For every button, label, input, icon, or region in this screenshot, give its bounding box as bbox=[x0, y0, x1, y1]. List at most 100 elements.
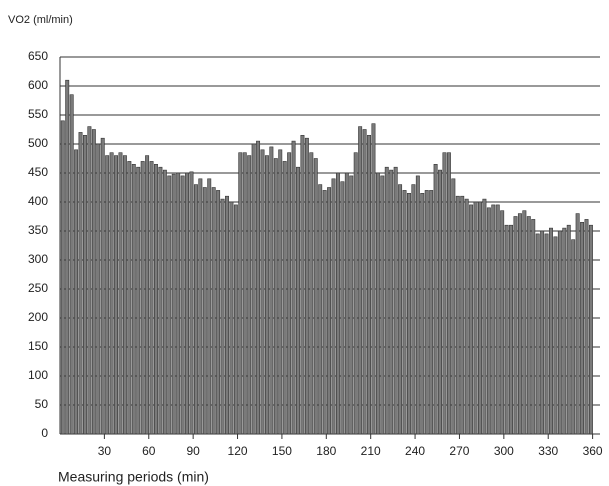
bar bbox=[446, 152, 451, 435]
x-tick-label: 30 bbox=[98, 444, 112, 458]
bar bbox=[278, 149, 283, 435]
bar bbox=[189, 171, 194, 435]
bar bbox=[526, 216, 531, 435]
bar bbox=[264, 155, 269, 435]
bar bbox=[96, 143, 101, 435]
x-tick-label: 240 bbox=[405, 444, 425, 458]
y-tick-label: 600 bbox=[28, 78, 48, 92]
y-tick-label: 100 bbox=[28, 368, 48, 382]
bar bbox=[247, 155, 252, 435]
bar bbox=[74, 149, 79, 435]
bar bbox=[504, 224, 509, 435]
bar bbox=[455, 195, 460, 435]
bar bbox=[438, 169, 442, 435]
bar bbox=[535, 233, 540, 435]
bar bbox=[69, 94, 74, 435]
bar bbox=[83, 135, 87, 435]
bar bbox=[140, 161, 145, 435]
x-tick-label: 330 bbox=[538, 444, 558, 458]
bar bbox=[207, 178, 212, 435]
bar bbox=[327, 187, 332, 435]
y-tick-label: 250 bbox=[28, 281, 48, 295]
bar bbox=[176, 172, 181, 435]
bar bbox=[167, 175, 172, 435]
bar bbox=[225, 195, 229, 435]
bar bbox=[193, 184, 198, 435]
bar bbox=[287, 152, 292, 435]
bar bbox=[149, 161, 154, 435]
y-tick-label: 300 bbox=[28, 252, 48, 266]
bar bbox=[353, 152, 358, 435]
bar bbox=[78, 132, 83, 435]
bar bbox=[105, 155, 110, 435]
bar bbox=[389, 169, 394, 435]
bar bbox=[256, 140, 261, 435]
bar bbox=[242, 152, 247, 435]
bar bbox=[273, 158, 278, 435]
bar bbox=[500, 210, 505, 435]
bar bbox=[238, 152, 243, 435]
bar bbox=[233, 204, 238, 435]
y-tick-label: 500 bbox=[28, 136, 48, 150]
bar bbox=[433, 164, 438, 435]
bar bbox=[318, 184, 323, 435]
bar bbox=[335, 172, 340, 435]
bar bbox=[340, 181, 345, 435]
bar bbox=[588, 224, 593, 435]
x-axis-label: Measuring periods (min) bbox=[58, 469, 209, 485]
bar bbox=[371, 123, 376, 435]
bar bbox=[87, 126, 92, 435]
bar bbox=[211, 187, 216, 435]
bar bbox=[562, 227, 567, 435]
bar bbox=[380, 175, 385, 435]
y-tick-label: 400 bbox=[28, 194, 48, 208]
bar bbox=[309, 152, 314, 435]
y-tick-label: 550 bbox=[28, 107, 48, 121]
bar bbox=[398, 184, 403, 435]
bar bbox=[109, 152, 114, 435]
bar bbox=[460, 195, 465, 435]
bar bbox=[375, 172, 380, 435]
y-tick-label: 200 bbox=[28, 310, 48, 324]
bar bbox=[584, 219, 589, 435]
bar bbox=[464, 198, 469, 435]
bar bbox=[571, 239, 576, 435]
bar bbox=[185, 172, 190, 435]
bar bbox=[367, 135, 371, 435]
bar bbox=[282, 161, 287, 435]
y-axis-label: VO2 (ml/min) bbox=[8, 14, 73, 26]
bar bbox=[216, 190, 221, 435]
bar bbox=[482, 198, 487, 435]
bar bbox=[349, 175, 354, 435]
bar bbox=[358, 126, 363, 435]
bar bbox=[145, 155, 150, 435]
bar bbox=[60, 120, 65, 435]
bar bbox=[260, 149, 265, 435]
bar bbox=[154, 164, 158, 435]
bar bbox=[407, 193, 411, 435]
x-tick-label: 90 bbox=[186, 444, 200, 458]
bar bbox=[313, 158, 318, 435]
bar bbox=[424, 190, 429, 435]
bar bbox=[495, 204, 500, 435]
bar bbox=[509, 224, 514, 435]
bar bbox=[420, 193, 425, 435]
bar bbox=[91, 129, 96, 435]
x-tick-label: 360 bbox=[583, 444, 603, 458]
bar bbox=[162, 169, 167, 435]
x-tick-label: 180 bbox=[316, 444, 336, 458]
bar bbox=[517, 213, 522, 435]
bar bbox=[402, 190, 407, 435]
bar bbox=[411, 184, 416, 435]
y-tick-label: 350 bbox=[28, 223, 48, 237]
bar bbox=[557, 230, 562, 435]
bar bbox=[171, 173, 176, 435]
bar bbox=[442, 152, 447, 435]
bar bbox=[158, 166, 163, 435]
x-tick-label: 210 bbox=[361, 444, 381, 458]
bar bbox=[522, 210, 527, 435]
bar bbox=[300, 135, 305, 435]
bar bbox=[540, 230, 545, 435]
y-tick-label: 0 bbox=[41, 426, 48, 440]
